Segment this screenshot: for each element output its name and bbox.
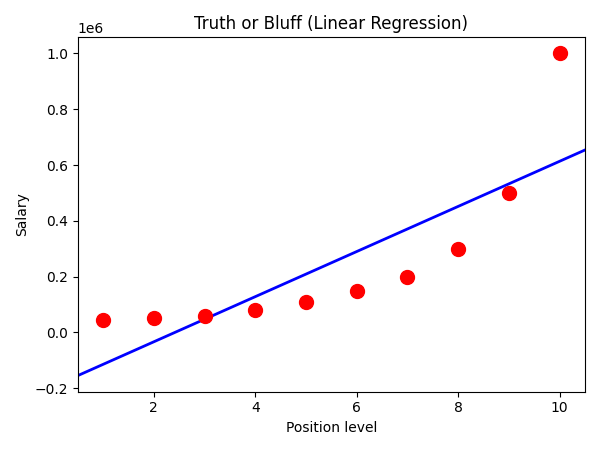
Title: Truth or Bluff (Linear Regression): Truth or Bluff (Linear Regression) [194, 15, 469, 33]
Y-axis label: Salary: Salary [15, 193, 29, 236]
Point [555, 50, 565, 57]
Point [403, 273, 412, 280]
Point [454, 245, 463, 252]
Point [504, 189, 514, 197]
Point [98, 316, 108, 324]
Point [301, 298, 311, 305]
Point [352, 287, 362, 294]
Point [200, 312, 209, 319]
Point [251, 306, 260, 314]
Point [149, 315, 158, 322]
X-axis label: Position level: Position level [286, 421, 377, 435]
